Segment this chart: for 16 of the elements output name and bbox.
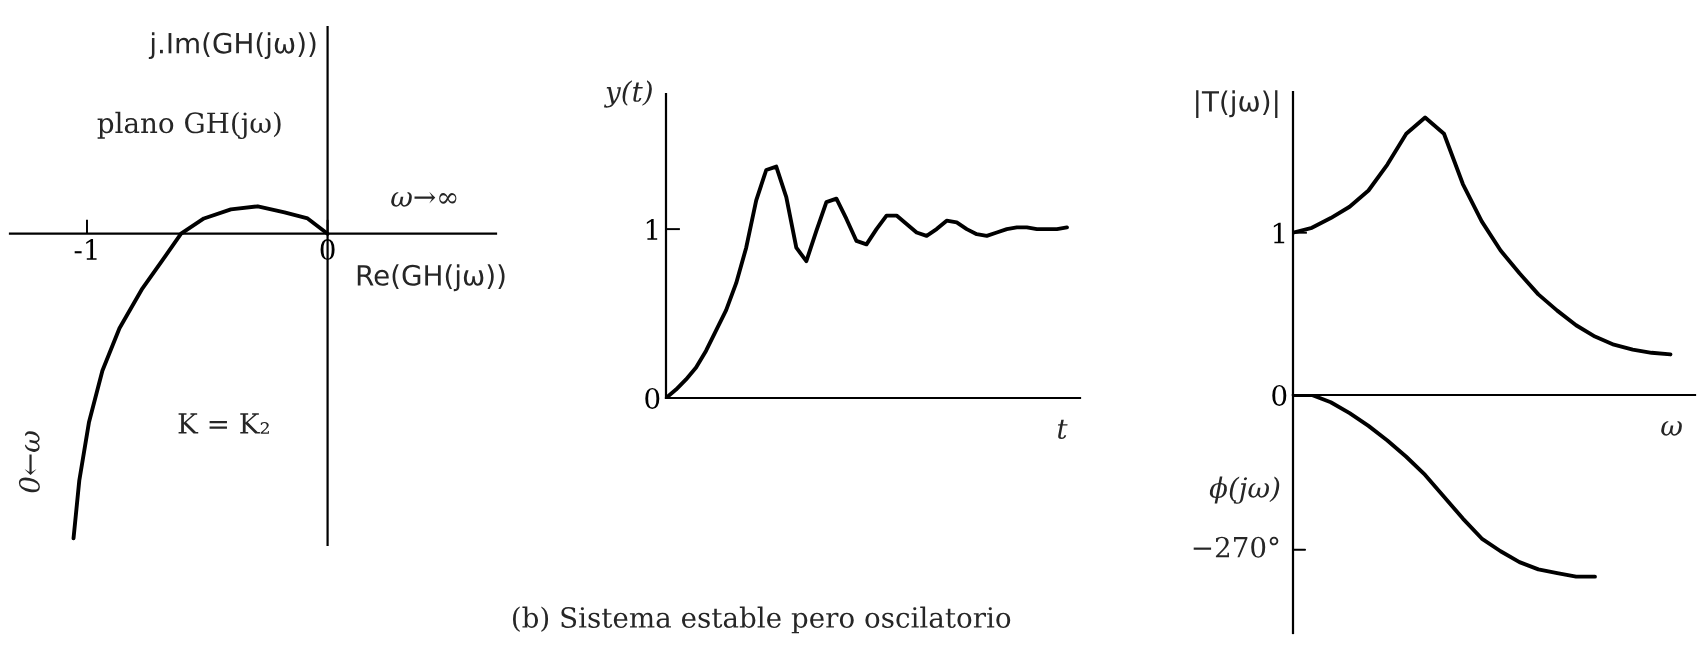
annotation: K = K₂ [178,413,269,434]
text: −270° [1193,536,1279,558]
y-tick-label: 1 [646,219,658,240]
text: plano GH(jω) [97,111,281,140]
x-axis-title: t [1057,419,1068,439]
x-tick-label: -1 [74,239,97,260]
x-axis-title: ω [1661,421,1682,436]
text: (b) Sistema estable pero oscilatorio [513,606,1011,634]
annotation: ω→∞ [391,192,457,207]
y-axis-title: |T(jω)| [1196,90,1278,119]
y-axis-title: ϕ(jω) [1209,476,1280,504]
y-axis-title: y(t) [604,80,652,108]
annotation: 0←ω [18,431,40,493]
y-tick-label: 1 [1273,222,1285,244]
x-axis-title: Re(GH(jω)) [357,264,505,292]
y-axis-title: j.Im(GH(jω)) [148,32,316,60]
